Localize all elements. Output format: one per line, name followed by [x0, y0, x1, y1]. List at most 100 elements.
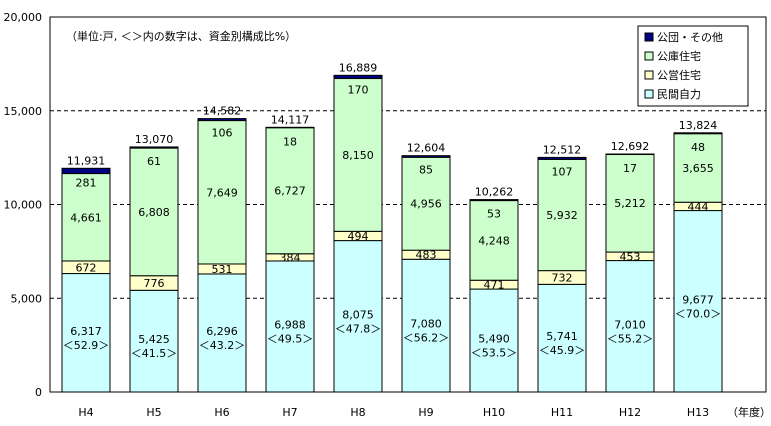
y-tick-label-4: 20,000	[4, 11, 43, 24]
data-label-H10-agency-other: 53	[487, 208, 501, 221]
legend-label-3: 民間自力	[657, 88, 701, 101]
data-label-H6-private: 6,296	[206, 325, 238, 338]
data-label-H6-agency-other: 106	[212, 127, 233, 140]
data-label-H10-public-housing: 471	[484, 279, 505, 292]
data-label-H11-public-housing: 732	[552, 271, 573, 284]
data-label-H9-agency-other: 85	[419, 164, 433, 177]
data-label-H11-corp-housing: 5,932	[546, 209, 578, 222]
data-label-H13-corp-housing: 3,655	[682, 162, 714, 175]
total-label-H11: 12,512	[543, 143, 582, 156]
bar-H6-private	[197, 273, 247, 393]
bar-H8-agency-other	[333, 74, 383, 80]
bar-H10-agency-other	[469, 199, 519, 202]
legend-swatch-3	[644, 89, 654, 99]
bar-H9-corp-housing	[401, 156, 451, 251]
data-label-H5-agency-other: 61	[147, 155, 161, 168]
data-label-H7-public-housing: 384	[280, 251, 301, 264]
x-tick-label-H8: H8	[350, 406, 365, 419]
share-label-H9: ＜56.2＞	[403, 332, 450, 345]
x-tick-label-H13: H13	[687, 406, 709, 419]
bar-H6-agency-other	[197, 118, 247, 122]
share-label-H5: ＜41.5＞	[131, 347, 178, 360]
bar-H9-private	[401, 258, 451, 393]
total-label-H9: 12,604	[407, 142, 446, 155]
share-label-H8: ＜47.8＞	[335, 322, 382, 335]
x-tick-label-H7: H7	[282, 406, 297, 419]
bar-H5-corp-housing	[129, 147, 179, 277]
total-label-H10: 10,262	[475, 186, 514, 199]
data-label-H13-agency-other: 48	[691, 141, 705, 154]
data-label-H5-private: 5,425	[138, 333, 170, 346]
share-label-H4: ＜52.9＞	[63, 339, 110, 352]
x-tick-label-H9: H9	[418, 406, 433, 419]
x-tick-label-H4: H4	[78, 406, 93, 419]
share-label-H10: ＜53.5＞	[471, 347, 518, 360]
y-tick-label-3: 15,000	[4, 105, 43, 118]
bar-H10-private	[469, 288, 519, 393]
share-label-H13: ＜70.0＞	[675, 307, 722, 320]
data-label-H12-public-housing: 453	[620, 250, 641, 263]
data-label-H6-public-housing: 531	[212, 263, 233, 276]
total-label-H12: 12,692	[611, 140, 650, 153]
bar-H12-private	[605, 260, 655, 393]
data-label-H8-agency-other: 170	[348, 83, 369, 96]
data-label-H6-corp-housing: 7,649	[206, 186, 238, 199]
data-label-H7-agency-other: 18	[283, 135, 297, 148]
data-label-H4-private: 6,317	[70, 325, 102, 338]
bar-H11-private	[537, 283, 587, 393]
data-label-H5-corp-housing: 6,808	[138, 206, 170, 219]
bar-H7-agency-other	[265, 126, 315, 129]
bar-H7-private	[265, 260, 315, 393]
legend-box	[637, 25, 749, 107]
legend-label-2: 公営住宅	[657, 68, 701, 82]
y-axis-ticks: 0 5,000 10,000 15,000 20,000	[4, 11, 43, 399]
x-tick-label-H5: H5	[146, 406, 161, 419]
x-tick-label-H10: H10	[483, 406, 505, 419]
total-label-H7: 14,117	[271, 113, 310, 126]
legend-swatch-2	[644, 70, 654, 80]
data-label-H8-public-housing: 494	[348, 230, 369, 243]
share-label-H12: ＜55.2＞	[607, 332, 654, 345]
bar-H8-corp-housing	[333, 78, 383, 232]
x-tick-label-H12: H12	[619, 406, 641, 419]
data-label-H9-private: 7,080	[410, 318, 442, 331]
data-label-H8-private: 8,075	[342, 308, 374, 321]
data-label-H5-public-housing: 776	[144, 277, 165, 290]
bar-H11-corp-housing	[537, 158, 587, 272]
total-label-H5: 13,070	[135, 133, 174, 146]
bar-H9-agency-other	[401, 155, 451, 158]
bar-H4-agency-other	[61, 167, 111, 175]
bars-layer: 6,317＜52.9＞ 672 4,661 281 11,931 5,425＜41.5＞ 7…	[61, 61, 723, 393]
data-label-H12-agency-other: 17	[623, 162, 637, 175]
share-label-H6: ＜43.2＞	[199, 339, 246, 352]
bar-H6-corp-housing	[197, 120, 247, 265]
legend-label-0: 公団・その他	[657, 31, 723, 44]
bar-H12-corp-housing	[605, 153, 655, 253]
bar-H5-agency-other	[129, 146, 179, 149]
bar-H7-corp-housing	[265, 127, 315, 255]
data-label-H7-corp-housing: 6,727	[274, 185, 306, 198]
bar-H10-corp-housing	[469, 200, 519, 281]
total-label-H6: 14,582	[203, 105, 242, 118]
total-label-H13: 13,824	[679, 119, 718, 132]
share-label-H11: ＜45.9＞	[539, 344, 586, 357]
y-tick-label-0: 0	[35, 386, 42, 399]
bar-H12-agency-other	[605, 153, 655, 156]
data-label-H12-corp-housing: 5,212	[614, 197, 646, 210]
data-label-H13-public-housing: 444	[688, 200, 709, 213]
data-label-H11-private: 5,741	[546, 330, 578, 343]
bar-H8-private	[333, 240, 383, 393]
legend-label-1: 公庫住宅	[657, 49, 701, 63]
data-label-H9-public-housing: 483	[416, 249, 437, 262]
data-label-H13-private: 9,677	[682, 293, 714, 306]
x-tick-label-H11: H11	[551, 406, 573, 419]
data-label-H9-corp-housing: 4,956	[410, 198, 442, 211]
y-tick-label-1: 5,000	[11, 292, 43, 305]
data-label-H12-private: 7,010	[614, 318, 646, 331]
bar-H4-corp-housing	[61, 173, 111, 262]
legend-swatch-0	[644, 32, 654, 42]
bar-H11-agency-other	[537, 156, 587, 160]
total-label-H4: 11,931	[67, 154, 106, 167]
data-label-H8-corp-housing: 8,150	[342, 149, 374, 162]
